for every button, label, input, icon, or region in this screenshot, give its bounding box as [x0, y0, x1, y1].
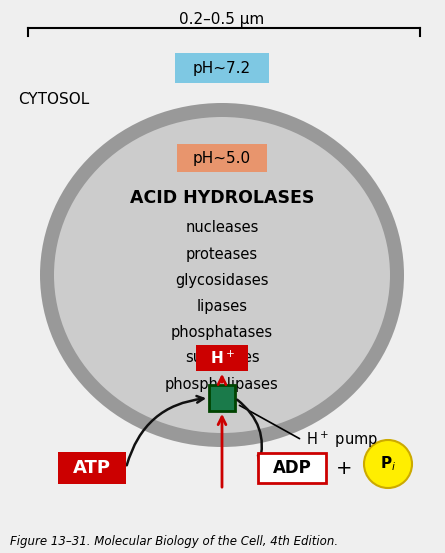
Text: sulfatases: sulfatases [185, 351, 259, 366]
Ellipse shape [40, 103, 404, 447]
Text: phosphatases: phosphatases [171, 325, 273, 340]
Text: nucleases: nucleases [185, 221, 259, 236]
Text: proteases: proteases [186, 247, 258, 262]
Text: P$_i$: P$_i$ [380, 455, 396, 473]
Text: +: + [336, 458, 352, 477]
Text: Figure 13–31. Molecular Biology of the Cell, 4th Edition.: Figure 13–31. Molecular Biology of the C… [10, 535, 338, 549]
Text: H$^+$: H$^+$ [210, 349, 235, 367]
Text: glycosidases: glycosidases [175, 273, 269, 288]
FancyBboxPatch shape [258, 453, 326, 483]
FancyBboxPatch shape [177, 144, 267, 172]
Text: lipases: lipases [197, 299, 247, 314]
FancyBboxPatch shape [175, 53, 269, 83]
Text: 0.2–0.5 μm: 0.2–0.5 μm [179, 12, 265, 27]
Text: H$^+$ pump: H$^+$ pump [306, 430, 378, 450]
Text: CYTOSOL: CYTOSOL [18, 92, 89, 107]
Text: pH~5.0: pH~5.0 [193, 150, 251, 165]
Text: phospholipases: phospholipases [165, 377, 279, 392]
Text: ATP: ATP [73, 459, 111, 477]
FancyBboxPatch shape [209, 385, 235, 411]
Text: pH~7.2: pH~7.2 [193, 60, 251, 76]
FancyBboxPatch shape [58, 452, 126, 484]
Text: ADP: ADP [273, 459, 311, 477]
Text: ACID HYDROLASES: ACID HYDROLASES [130, 189, 314, 207]
Ellipse shape [54, 117, 390, 433]
FancyBboxPatch shape [196, 345, 248, 371]
Circle shape [364, 440, 412, 488]
